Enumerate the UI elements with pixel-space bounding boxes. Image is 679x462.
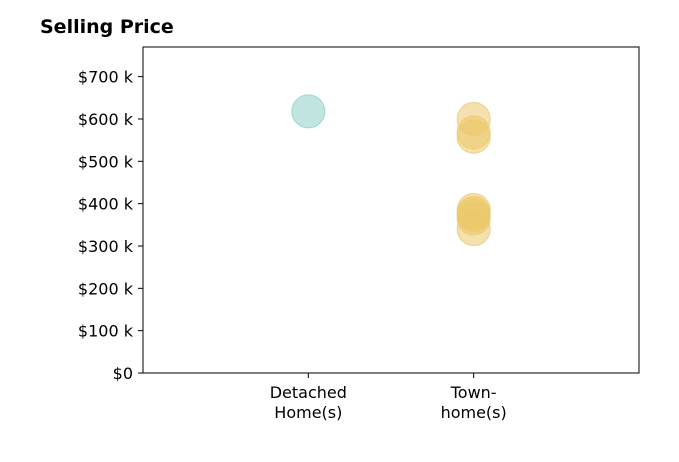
data-point <box>456 212 491 247</box>
x-axis: Detached Home(s) Town-home(s) <box>270 373 507 422</box>
data-point <box>456 119 491 154</box>
y-tick-label: $0 <box>113 364 133 383</box>
y-axis: $0 $100 k $200 k $300 k $400 k $500 k $600 k $7… <box>78 68 143 383</box>
data-points <box>291 94 491 247</box>
x-tick-label: Detached Home(s) <box>270 383 347 422</box>
y-tick-label: $600 k <box>78 110 134 129</box>
y-tick-label: $100 k <box>78 322 134 341</box>
chart-title: Selling Price <box>40 16 174 38</box>
y-tick-label: $200 k <box>78 279 134 298</box>
data-point <box>291 94 326 129</box>
y-tick-label: $500 k <box>78 152 134 171</box>
y-tick-label: $400 k <box>78 195 134 214</box>
x-tick-label: Town-home(s) <box>441 383 507 422</box>
y-tick-label: $300 k <box>78 237 134 256</box>
plot-area-frame <box>142 46 640 374</box>
y-tick-label: $700 k <box>78 68 134 87</box>
